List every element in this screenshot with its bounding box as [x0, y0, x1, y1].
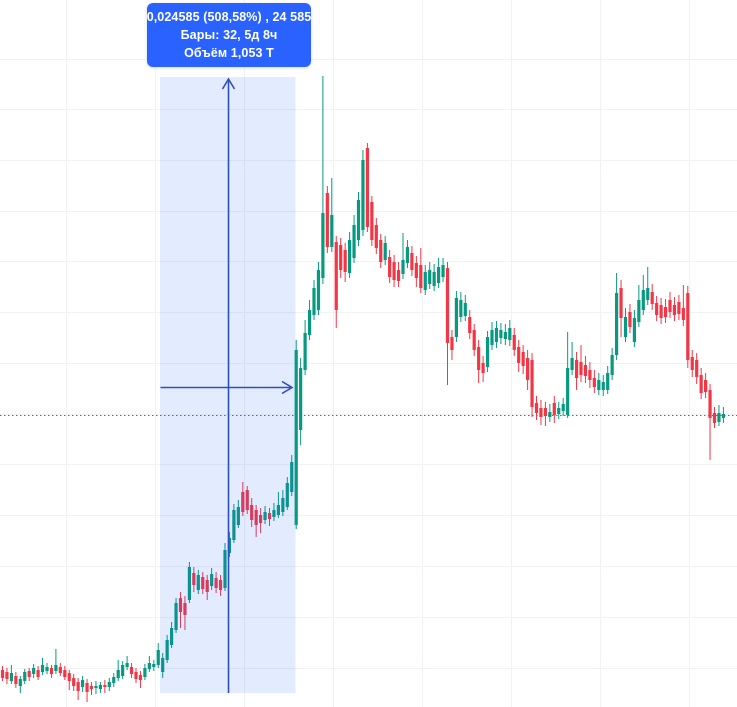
- measure-tooltip: 0,024585 (508,58%) , 24 585 Бары: 32, 5д…: [147, 3, 311, 67]
- measure-price-change: 0,024585 (508,58%) , 24 585: [146, 9, 312, 24]
- measure-bars-duration: Бары: 32, 5д 8ч: [180, 27, 278, 42]
- candle-series[interactable]: [0, 76, 725, 702]
- measure-horizontal-arrow: [160, 380, 294, 395]
- measure-vertical-arrow: [221, 77, 236, 693]
- measure-tool-overlay[interactable]: [160, 77, 296, 693]
- measure-volume: Объём 1,053 Т: [184, 45, 274, 60]
